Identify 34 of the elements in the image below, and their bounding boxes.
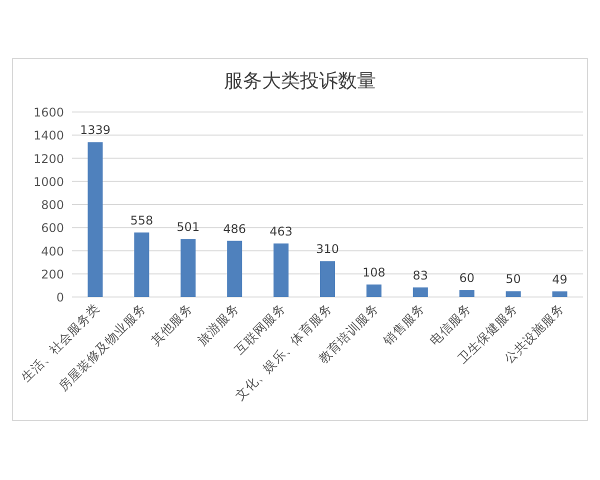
bar — [459, 290, 474, 297]
y-tick-label: 400 — [41, 244, 64, 258]
bar — [88, 142, 103, 297]
y-tick-label: 600 — [41, 221, 64, 236]
y-tick-label: 1400 — [33, 128, 64, 143]
x-tick-label: 其他服务 — [148, 300, 196, 348]
bar — [180, 239, 196, 297]
data-label: 49 — [552, 272, 568, 286]
data-label: 50 — [506, 272, 521, 286]
data-label: 501 — [176, 220, 200, 234]
x-tick-label: 销售服务 — [379, 300, 428, 349]
data-label: 83 — [412, 268, 428, 282]
y-tick-label: 1600 — [33, 106, 64, 120]
data-label: 108 — [362, 266, 386, 280]
y-tick-label: 1200 — [33, 152, 64, 166]
y-tick-label: 0 — [56, 290, 64, 304]
bar — [506, 291, 521, 297]
data-label: 60 — [459, 271, 475, 286]
bar — [227, 240, 242, 297]
bar — [274, 243, 289, 297]
bar — [552, 291, 568, 297]
data-label: 1339 — [80, 123, 110, 138]
y-tick-label: 800 — [41, 198, 64, 212]
bar — [134, 232, 150, 297]
data-label: 558 — [130, 213, 154, 228]
data-label: 310 — [316, 242, 339, 256]
y-tick-label: 200 — [41, 267, 64, 282]
bar — [412, 287, 428, 297]
chart-title: 服务大类投诉数量 — [224, 70, 376, 92]
data-label: 486 — [223, 222, 246, 236]
bar — [366, 284, 382, 297]
bar — [320, 261, 335, 297]
y-tick-label: 1000 — [33, 174, 64, 189]
data-label: 463 — [270, 224, 292, 238]
